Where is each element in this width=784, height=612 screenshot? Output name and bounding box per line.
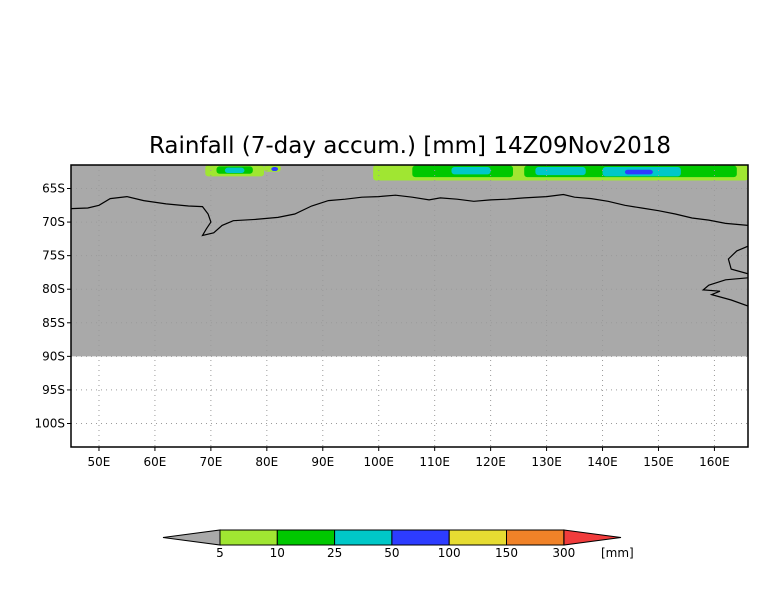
longitude-tick-label: 120E [475, 455, 506, 469]
map-title: Rainfall (7-day accum.) [mm] 14Z09Nov201… [149, 133, 671, 159]
latitude-tick-label: 65S [42, 182, 65, 196]
land-mask-area [71, 165, 748, 357]
rainfall-patch [624, 169, 653, 175]
longitude-tick-label: 50E [88, 455, 111, 469]
legend-bin-label: 10 [270, 546, 285, 560]
latitude-tick-label: 85S [42, 316, 65, 330]
rainfall-patch [451, 167, 491, 175]
longitude-tick-label: 150E [643, 455, 674, 469]
legend-color-box [219, 529, 278, 546]
latitude-tick-label: 70S [42, 215, 65, 229]
longitude-tick-label: 160E [699, 455, 730, 469]
legend-bin-label: 5 [216, 546, 224, 560]
latitude-tick-label: 95S [42, 383, 65, 397]
rainfall-layer [205, 165, 748, 181]
longitude-tick-label: 70E [199, 455, 222, 469]
legend-unit-label: [mm] [601, 546, 634, 560]
ross-sea-coastline [727, 245, 748, 275]
legend-bins [219, 529, 565, 546]
map-frame [70, 164, 749, 448]
legend-bin-label: 50 [384, 546, 399, 560]
legend-labels: 5 10 25 50 100 150 300 [216, 546, 575, 560]
rainfall-patch [535, 167, 586, 176]
map-panel: 65S 70S 75S 80S 85S 90S 95S 100S 50E 60E 70E 80E 90… [34, 164, 749, 469]
color-legend: 5 10 25 50 100 150 300 [mm] [162, 529, 634, 560]
latitude-tick-label: 80S [42, 282, 65, 296]
legend-bin-label: 100 [438, 546, 461, 560]
longitude-tick-label: 110E [419, 455, 450, 469]
legend-color-box [448, 529, 508, 546]
latitude-tick-label: 75S [42, 249, 65, 263]
legend-color-box [276, 529, 336, 546]
legend-bin-label: 300 [552, 546, 575, 560]
legend-bin-label: 150 [495, 546, 518, 560]
longitude-tick-label: 80E [255, 455, 278, 469]
longitude-tick-label: 60E [143, 455, 166, 469]
map-gridlines [71, 165, 748, 447]
longitude-tick-label: 100E [363, 455, 394, 469]
longitude-tick-label: 130E [531, 455, 562, 469]
ice-shelf-edge [701, 277, 748, 307]
antarctic-coastline [71, 193, 748, 237]
legend-over-triangle [563, 529, 622, 546]
longitude-axis: 50E 60E 70E 80E 90E 100E 110E 120E 130E 140E 150E 1… [88, 447, 730, 469]
legend-color-box [334, 529, 393, 546]
legend-bin-label: 25 [327, 546, 342, 560]
latitude-tick-label: 90S [42, 349, 65, 363]
longitude-tick-label: 140E [587, 455, 618, 469]
legend-color-box [391, 529, 450, 546]
latitude-tick-label: 100S [34, 417, 65, 431]
rainfall-patch [224, 167, 245, 174]
legend-color-box [506, 529, 565, 546]
rainfall-patch [271, 167, 279, 172]
latitude-axis: 65S 70S 75S 80S 85S 90S 95S 100S [34, 182, 71, 431]
longitude-tick-label: 90E [311, 455, 334, 469]
